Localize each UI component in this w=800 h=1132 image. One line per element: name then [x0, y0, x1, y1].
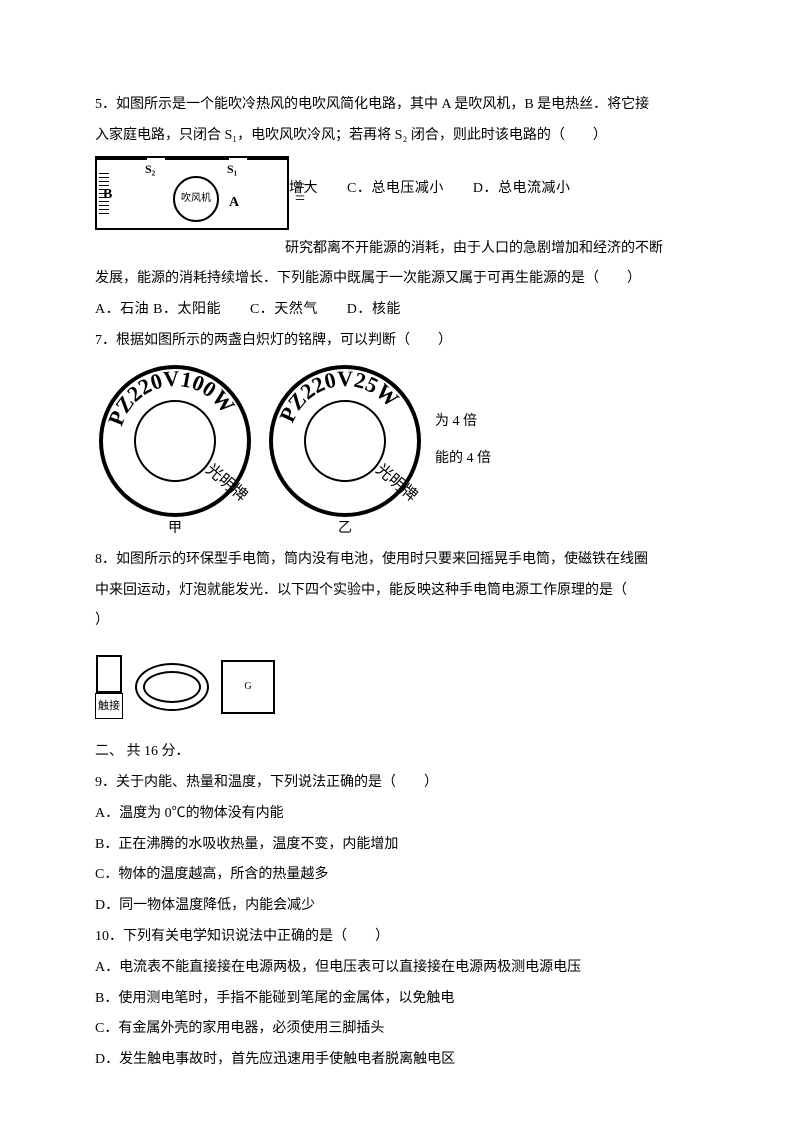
label-s2: S₂	[145, 156, 155, 182]
q9-stem: 9．关于内能、热量和温度，下列说法正确的是（ ）	[95, 768, 705, 799]
q7-bulbs: PZ220V100W 光明牌 甲 PZ220V25W 光明牌 乙 为 4 倍 能…	[95, 361, 705, 521]
q5-figure-row: S₂ S₁ B 吹风机 A == 增大 C．总电压减小 D．总电流减小	[95, 152, 705, 234]
q5-circuit-diagram: S₂ S₁ B 吹风机 A ==	[95, 156, 289, 230]
q10-stem: 10．下列有关电学知识说法中正确的是（ ）	[95, 922, 705, 953]
touch-label: 触接	[95, 693, 123, 719]
q10-b: B．使用测电笔时，手指不能碰到笔尾的金属体，以免触电	[95, 984, 705, 1015]
label-a: A	[229, 188, 239, 219]
coil-icon	[135, 663, 209, 711]
q8-stem-2: 中来回运动，灯泡就能发光．以下四个实验中，能反映这种手电筒电源工作原理的是（	[95, 576, 705, 607]
meter-icon: G	[221, 660, 275, 714]
section-2: 二、 共 16 分．	[95, 737, 705, 768]
q8-stem-3: ）	[95, 606, 705, 637]
q7-tail1: 为 4 倍	[435, 407, 491, 438]
q10-d: D．发生触电事故时，首先应迅速用手使触电者脱离触电区	[95, 1045, 705, 1076]
q6-stem-tail1: 研究都离不开能源的消耗，由于人口的急剧增加和经济的不断	[285, 234, 663, 265]
bulb-1-label: 甲	[95, 514, 255, 545]
q5-options-tail: 增大 C．总电压减小 D．总电流减小	[289, 174, 570, 205]
q6-row: 研究都离不开能源的消耗，由于人口的急剧增加和经济的不断	[95, 234, 705, 265]
bulb-2-label: 乙	[265, 514, 425, 545]
svg-text:PZ220V100W: PZ220V100W	[103, 365, 240, 428]
q9-d: D．同一物体温度降低，内能会减少	[95, 891, 705, 922]
q8-stem-1: 8．如图所示的环保型手电筒，筒内没有电池，使用时只要来回摇晃手电筒，使磁铁在线圈	[95, 545, 705, 576]
bulb-2: PZ220V25W 光明牌 乙	[265, 361, 425, 521]
q7-stem: 7．根据如图所示的两盏白炽灯的铭牌，可以判断（ ）	[95, 326, 705, 357]
q8-experiment-figure: 触接 G	[95, 641, 335, 733]
fan-icon: 吹风机	[173, 176, 219, 222]
q9-a: A．温度为 0℃的物体没有内能	[95, 799, 705, 830]
q9-b: B．正在沸腾的水吸收热量，温度不变，内能增加	[95, 830, 705, 861]
q6-stem-2: 发展，能源的消耗持续增长．下列能源中既属于一次能源又属于可再生能源的是（ ）	[95, 264, 705, 295]
q5-stem-2: 入家庭电路，只闭合 S₁，电吹风吹冷风；若再将 S₂ 闭合，则此时该电路的（ ）	[95, 121, 705, 152]
plug-icon: ==	[295, 180, 305, 204]
q10-a: A．电流表不能直接接在电源两极，但电压表可以直接接在电源两极测电源电压	[95, 953, 705, 984]
label-b: B	[103, 180, 112, 211]
q9-c: C．物体的温度越高，所含的热量越多	[95, 860, 705, 891]
svg-text:PZ220V25W: PZ220V25W	[274, 366, 404, 426]
q7-tail2: 能的 4 倍	[435, 444, 491, 475]
q5-stem-1: 5．如图所示是一个能吹冷热风的电吹风简化电路，其中 A 是吹风机，B 是电热丝．…	[95, 90, 705, 121]
label-s1: S₁	[227, 156, 237, 182]
q6-options: A．石油 B．太阳能 C．天然气 D．核能	[95, 295, 705, 326]
bulb-1: PZ220V100W 光明牌 甲	[95, 361, 255, 521]
q10-c: C．有金属外壳的家用电器，必须使用三脚插头	[95, 1014, 705, 1045]
